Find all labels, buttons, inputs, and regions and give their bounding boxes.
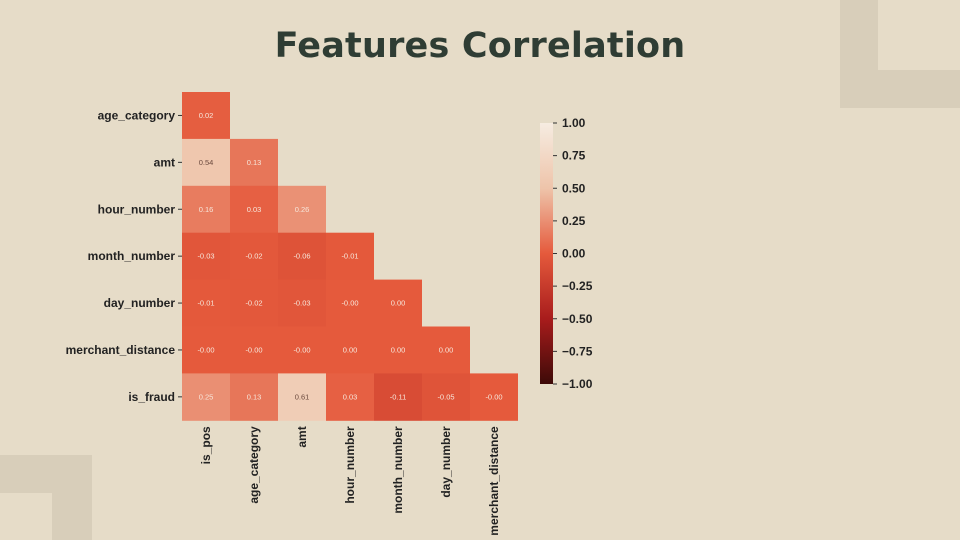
heatmap-cell-value: 0.61 — [295, 392, 310, 401]
heatmap-cell — [230, 138, 278, 187]
row-label: age_category — [98, 108, 176, 122]
heatmap-cell — [182, 279, 230, 327]
heatmap-cell — [374, 279, 422, 327]
heatmap-cell-value: 0.16 — [199, 205, 214, 214]
heatmap-cell — [182, 373, 230, 421]
heatmap-cell-value: -0.11 — [390, 392, 407, 401]
colorbar — [540, 123, 553, 384]
heatmap-cell-value: -0.06 — [293, 252, 310, 261]
row-label: amt — [154, 155, 175, 169]
colorbar-tick-label: −1.00 — [562, 377, 593, 391]
heatmap-cell — [278, 185, 326, 234]
colorbar-tick-label: 0.00 — [562, 247, 586, 261]
heatmap-cell-value: -0.01 — [197, 299, 214, 308]
row-label: day_number — [104, 296, 176, 310]
heatmap-cell-value: 0.02 — [199, 111, 214, 120]
heatmap-cell — [374, 373, 422, 421]
row-label: merchant_distance — [66, 343, 176, 357]
heatmap-cell — [470, 373, 518, 421]
heatmap-cell — [326, 232, 374, 281]
column-label: merchant_distance — [487, 426, 501, 536]
heatmap-cell-value: -0.01 — [341, 252, 358, 261]
colorbar-tick-label: 1.00 — [562, 116, 586, 130]
heatmap-cell-value: -0.00 — [245, 345, 262, 354]
heatmap-cell-value: 0.00 — [391, 345, 406, 354]
heatmap-cell-value: 0.03 — [343, 392, 358, 401]
column-label: amt — [295, 426, 309, 447]
heatmap-cell — [326, 373, 374, 421]
heatmap-cell-value: 0.54 — [199, 158, 214, 167]
heatmap-cell-value: -0.00 — [341, 299, 358, 308]
colorbar-tick-label: −0.50 — [562, 312, 593, 326]
heatmap-cell-value: 0.13 — [247, 158, 262, 167]
colorbar-tick-label: 0.50 — [562, 181, 586, 195]
column-label: day_number — [439, 426, 453, 498]
heatmap-cell — [230, 185, 278, 234]
heatmap-cell-value: 0.13 — [247, 392, 262, 401]
heatmap-cell — [230, 232, 278, 281]
heatmap-cell — [182, 92, 230, 140]
heatmap-cell — [182, 138, 230, 187]
heatmap-cell — [326, 326, 374, 374]
colorbar-tick-label: −0.25 — [562, 279, 593, 293]
heatmap-cell — [278, 373, 326, 421]
colorbar-tick-label: −0.75 — [562, 344, 593, 358]
corner-decoration-bottom-left-inner — [0, 493, 52, 540]
heatmap-cell — [326, 279, 374, 327]
column-label: hour_number — [343, 426, 357, 504]
heatmap-cell — [278, 232, 326, 281]
heatmap-cell-value: 0.00 — [343, 345, 358, 354]
column-label: month_number — [391, 426, 405, 514]
heatmap-cell-value: -0.03 — [197, 252, 214, 261]
heatmap-cell — [182, 326, 230, 374]
heatmap-cell-value: -0.00 — [485, 392, 502, 401]
heatmap-cell — [422, 373, 470, 421]
heatmap-cell-value: -0.00 — [293, 345, 310, 354]
heatmap-cell-value: -0.00 — [197, 345, 214, 354]
corner-decoration-top-right-inner — [878, 0, 960, 70]
heatmap-cell-value: 0.25 — [199, 392, 214, 401]
heatmap-cell-value: -0.02 — [245, 299, 262, 308]
heatmap-cell — [182, 185, 230, 234]
heatmap-cell-value: -0.05 — [437, 392, 454, 401]
row-label: hour_number — [98, 202, 176, 216]
heatmap-cell — [230, 326, 278, 374]
column-label: age_category — [247, 426, 261, 504]
heatmap-cell-value: 0.03 — [247, 205, 262, 214]
heatmap-cell-value: 0.00 — [391, 299, 406, 308]
colorbar-tick-label: 0.25 — [562, 214, 586, 228]
heatmap-cell-value: 0.26 — [295, 205, 310, 214]
heatmap-cell — [278, 326, 326, 374]
slide-title: Features Correlation — [274, 26, 686, 66]
heatmap-cell — [182, 232, 230, 281]
heatmap-cell-value: -0.02 — [245, 252, 262, 261]
heatmap-cell — [230, 279, 278, 327]
heatmap-cell — [422, 326, 470, 374]
row-label: is_fraud — [128, 390, 175, 404]
column-label: is_pos — [199, 426, 213, 464]
colorbar-tick-label: 0.75 — [562, 149, 586, 163]
row-label: month_number — [88, 249, 176, 263]
heatmap-cell-value: -0.03 — [293, 299, 310, 308]
heatmap-cell — [278, 279, 326, 327]
heatmap-cell — [374, 326, 422, 374]
heatmap-cell — [230, 373, 278, 421]
heatmap-cell-value: 0.00 — [439, 345, 454, 354]
